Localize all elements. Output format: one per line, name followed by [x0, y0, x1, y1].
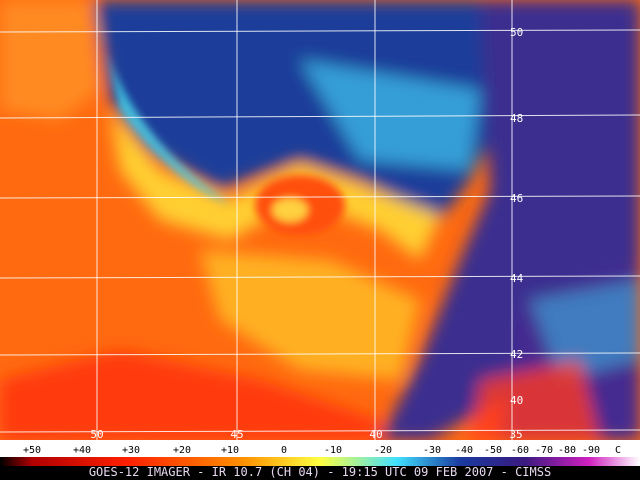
colorbar-label: -10	[324, 445, 342, 456]
longitude-label: 40	[369, 428, 382, 441]
graticule	[0, 0, 640, 440]
colorbar-label: C	[615, 445, 621, 456]
colorbar-label: -70	[535, 445, 553, 456]
colorbar-labels: +50 +40 +30 +20 +10 0 -10 -20 -30 -40 -50 -60 -70 -80…	[23, 445, 621, 456]
colorbar-label: -30	[423, 445, 441, 456]
latitude-label: 50	[510, 26, 523, 39]
colorbar-label: +20	[173, 445, 191, 456]
latitude-label: 46	[510, 192, 523, 205]
colorbar-label: -60	[511, 445, 529, 456]
colorbar-label: -90	[582, 445, 600, 456]
colorbar-label: -80	[558, 445, 576, 456]
colorbar-label: +50	[23, 445, 41, 456]
latitude-label: 44	[510, 272, 524, 285]
imagery	[0, 0, 640, 440]
longitude-label: 35	[509, 428, 522, 441]
colorbar-label: 0	[281, 445, 287, 456]
latitude-label: 40	[510, 394, 523, 407]
longitude-label: 50	[90, 428, 103, 441]
colorbar	[0, 457, 640, 466]
colorbar-background	[0, 440, 640, 457]
longitude-label: 45	[230, 428, 243, 441]
longitude-labels: 50 45 40 35	[90, 428, 522, 441]
colorbar-label: -20	[374, 445, 392, 456]
colorbar-label: -50	[484, 445, 502, 456]
caption-background	[0, 466, 640, 480]
caption: GOES-12 IMAGER - IR 10.7 (CH 04) - 19:15…	[89, 465, 551, 479]
latitude-label: 48	[510, 112, 523, 125]
latitude-label: 42	[510, 348, 523, 361]
colorbar-label: +30	[122, 445, 140, 456]
latitude-labels: 50 48 46 44 42 40	[510, 26, 524, 407]
colorbar-label: +10	[221, 445, 239, 456]
colorbar-label: +40	[73, 445, 91, 456]
colorbar-label: -40	[455, 445, 473, 456]
